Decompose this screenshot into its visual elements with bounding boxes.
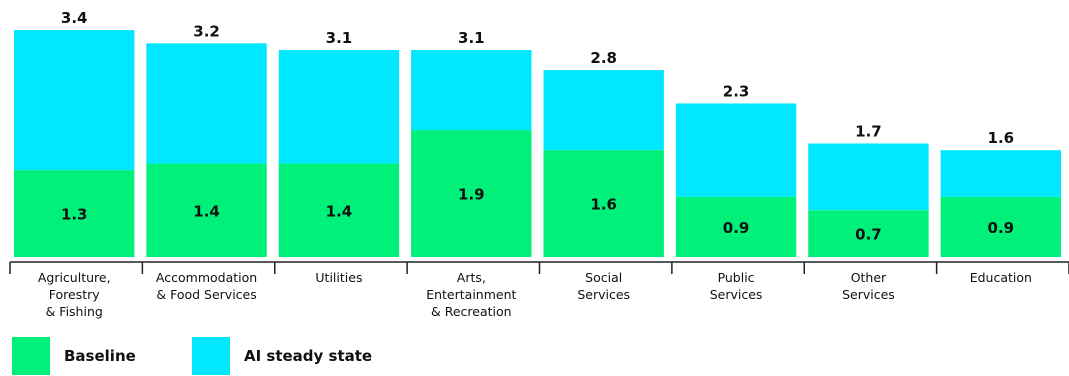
- bar-baseline-6: [808, 210, 929, 257]
- legend-ai-swatch: [192, 337, 230, 375]
- legend-baseline-swatch: [12, 337, 50, 375]
- category-label-3: Arts, Entertainment & Recreation: [426, 270, 516, 319]
- stacked-bar-chart: 3.4 1.3 Agriculture, Forestry & Fishing 3.2 1.…: [9, 9, 1069, 319]
- baseline-label-2: 1.4: [326, 202, 353, 220]
- total-label-1: 3.2: [193, 22, 220, 40]
- category-label-6: Other Services: [842, 270, 895, 302]
- baseline-label-4: 1.6: [590, 196, 617, 214]
- baseline-label-3: 1.9: [458, 186, 485, 204]
- baseline-label-1: 1.4: [193, 202, 220, 220]
- total-label-2: 3.1: [326, 29, 353, 47]
- bar-baseline-2: [278, 163, 400, 257]
- bar-baseline-5: [675, 196, 797, 257]
- bar-ai-4: [543, 70, 664, 151]
- total-label-5: 2.3: [723, 82, 750, 100]
- category-label-7: Education: [970, 270, 1032, 285]
- baseline-label-7: 0.9: [988, 219, 1015, 237]
- bar-baseline-1: [146, 163, 267, 257]
- bar-baseline-4: [543, 150, 664, 257]
- legend-ai: AI steady state: [192, 336, 372, 376]
- bar-ai-5: [675, 103, 797, 197]
- bar-baseline-3: [411, 130, 532, 257]
- bar-ai-6: [808, 143, 929, 211]
- category-label-5: Public Services: [710, 270, 763, 302]
- baseline-label-5: 0.9: [723, 219, 750, 237]
- bar-ai-7: [940, 150, 1061, 197]
- legend-ai-label: AI steady state: [244, 347, 373, 365]
- legend-baseline-label: Baseline: [64, 347, 136, 365]
- total-label-3: 3.1: [458, 29, 485, 47]
- bar-ai-2: [278, 50, 400, 164]
- legend-baseline: Baseline: [12, 336, 136, 376]
- bar-baseline-7: [940, 196, 1061, 257]
- category-label-2: Utilities: [315, 270, 362, 285]
- category-label-0: Agriculture, Forestry & Fishing: [38, 270, 111, 319]
- total-label-0: 3.4: [61, 9, 88, 27]
- total-label-6: 1.7: [855, 123, 882, 141]
- category-label-4: Social Services: [577, 270, 630, 302]
- category-label-1: Accommodation & Food Services: [156, 270, 257, 302]
- total-label-7: 1.6: [988, 129, 1015, 147]
- bar-baseline-0: [14, 170, 135, 257]
- total-label-4: 2.8: [590, 49, 617, 67]
- bar-ai-3: [411, 50, 532, 131]
- baseline-label-0: 1.3: [61, 206, 88, 224]
- bar-ai-0: [14, 30, 135, 171]
- baseline-label-6: 0.7: [855, 226, 882, 244]
- bar-ai-1: [146, 43, 267, 164]
